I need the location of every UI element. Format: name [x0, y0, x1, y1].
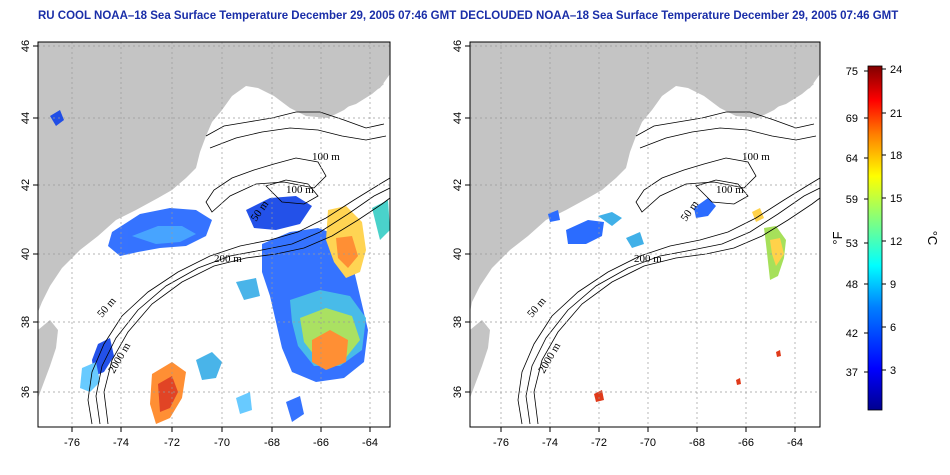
right-x-tick-label: -72	[591, 437, 607, 449]
colorbar-tick-marks	[864, 68, 886, 373]
right-y-tick-labels: 46 44 42 40 38 36	[452, 40, 464, 398]
left-x-tick-label: -72	[164, 437, 180, 449]
left-contour-label-200m: 200 m	[214, 253, 242, 265]
left-y-tick-label: 42	[20, 179, 32, 191]
right-x-tick-label: -76	[493, 437, 509, 449]
colorbar-celsius-tick: 6	[890, 322, 896, 334]
right-delmarva	[470, 320, 490, 398]
right-map-panel: 100 m 100 m 50 m 200 m 50 m 2000 m -76 -	[452, 40, 821, 449]
colorbar-celsius-tick: 15	[890, 193, 902, 205]
left-y-tick-label: 46	[20, 40, 32, 52]
left-x-tick-label: -70	[214, 437, 230, 449]
left-x-tick-label: -68	[264, 437, 280, 449]
left-contour-label-100m-basin: 100 m	[286, 184, 314, 196]
right-x-tick-labels: -76 -74 -72 -70 -68 -66 -64	[493, 437, 803, 449]
left-x-tick-label: -76	[64, 437, 80, 449]
right-x-tick-label: -66	[738, 437, 754, 449]
colorbar-fahrenheit-tick: 69	[846, 113, 858, 125]
colorbar-fahrenheit-tick: 64	[846, 153, 858, 165]
right-grid-lines	[470, 42, 820, 427]
left-x-tick-label: -64	[362, 437, 378, 449]
colorbar-celsius-label: °C	[925, 231, 940, 246]
right-y-tick-label: 44	[452, 112, 464, 124]
left-map-frame	[37, 41, 391, 428]
colorbar-celsius-tick: 18	[890, 150, 902, 162]
colorbar-celsius-tick: 3	[890, 365, 896, 377]
colorbar-celsius-tick: 12	[890, 236, 902, 248]
right-y-tick-label: 46	[452, 40, 464, 52]
left-bathymetry-contours	[87, 111, 391, 425]
left-map-title: RU COOL NOAA–18 Sea Surface Temperature …	[38, 10, 457, 22]
left-x-tick-labels: -76 -74 -72 -70 -68 -66 -64	[64, 437, 378, 449]
colorbar-celsius-tick: 9	[890, 279, 896, 291]
right-contour-label-100m-north: 100 m	[742, 151, 770, 163]
right-x-tick-label: -74	[542, 437, 558, 449]
right-land-mass	[470, 42, 820, 312]
temperature-colorbar: 75 69 64 59 53 48 42 37 24 21 18 15 12 9…	[830, 64, 940, 411]
left-y-tick-label: 40	[20, 248, 32, 260]
colorbar-celsius-ticks: 24 21 18 15 12 9 6 3	[890, 64, 902, 377]
colorbar-fahrenheit-tick: 48	[846, 279, 858, 291]
right-y-tick-label: 40	[452, 248, 464, 260]
right-contour-label-100m-basin: 100 m	[716, 184, 744, 196]
colorbar-celsius-tick: 21	[890, 108, 902, 120]
left-x-tick-label: -74	[113, 437, 129, 449]
colorbar-fahrenheit-tick: 37	[846, 367, 858, 379]
colorbar-fahrenheit-tick: 53	[846, 238, 858, 250]
left-y-tick-labels: 46 44 42 40 38 36	[20, 40, 32, 398]
colorbar-fahrenheit-tick: 59	[846, 194, 858, 206]
left-delmarva	[38, 320, 58, 398]
right-x-tick-label: -68	[689, 437, 705, 449]
left-y-tick-label: 36	[20, 386, 32, 398]
right-x-tick-label: -64	[787, 437, 803, 449]
right-nova-scotia	[746, 76, 814, 110]
right-map-frame	[469, 41, 821, 428]
right-y-tick-label: 42	[452, 179, 464, 191]
left-y-tick-label: 38	[20, 316, 32, 328]
right-map-title: DECLOUDED NOAA–18 Sea Surface Temperatur…	[460, 10, 899, 22]
colorbar-celsius-tick: 24	[890, 64, 902, 76]
colorbar-fahrenheit-ticks: 75 69 64 59 53 48 42 37	[846, 66, 858, 379]
left-sst-patches	[50, 110, 390, 424]
left-land-mass	[38, 42, 390, 312]
colorbar-fahrenheit-tick: 75	[846, 66, 858, 78]
left-tick-marks	[33, 45, 371, 432]
left-x-tick-label: -66	[313, 437, 329, 449]
right-bathymetry-contours	[517, 111, 821, 425]
right-tick-marks	[465, 45, 796, 432]
right-y-tick-label: 36	[452, 386, 464, 398]
right-y-tick-label: 38	[452, 316, 464, 328]
left-nova-scotia	[316, 76, 384, 110]
right-x-tick-label: -70	[640, 437, 656, 449]
right-sst-patches	[548, 198, 786, 402]
left-map-panel: 100 m 100 m 50 m 200 m 50 m 2000 m -	[20, 40, 391, 449]
left-grid-lines	[38, 42, 390, 427]
left-contour-label-100m-north: 100 m	[312, 151, 340, 163]
left-y-tick-label: 44	[20, 112, 32, 124]
colorbar-scale	[867, 65, 883, 411]
colorbar-fahrenheit-tick: 42	[846, 328, 858, 340]
colorbar-fahrenheit-label: °F	[830, 231, 845, 244]
